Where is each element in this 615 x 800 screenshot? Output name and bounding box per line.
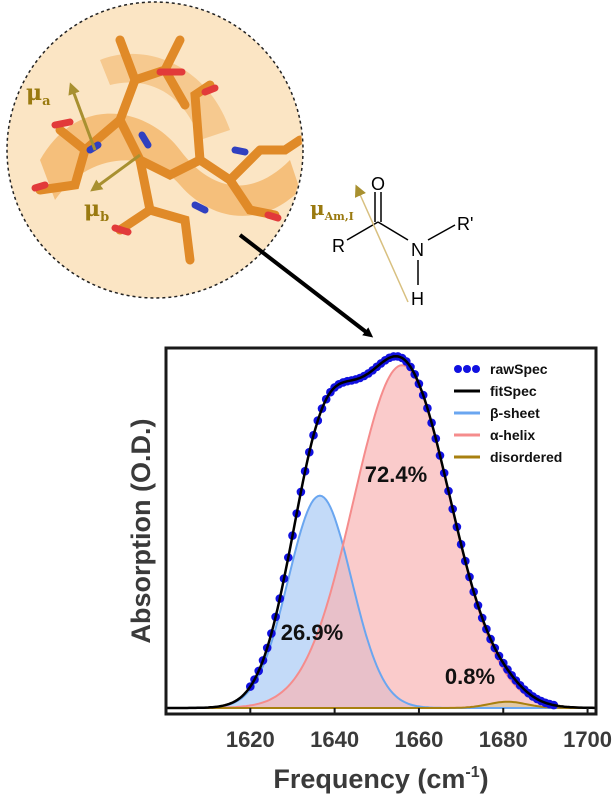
component-fill-0 bbox=[166, 495, 596, 708]
atom-o: O bbox=[371, 174, 385, 194]
component-line-2 bbox=[166, 700, 596, 709]
atom-n: N bbox=[411, 240, 424, 260]
mu-a-label: μa bbox=[26, 80, 51, 109]
amide-molecule-diagram: O R N R' H μAm,I bbox=[310, 174, 473, 309]
legend-label: rawSpec bbox=[490, 361, 548, 377]
protein-structure-illustration: μa μb bbox=[6, 1, 304, 299]
dipole-b-arrow bbox=[90, 153, 141, 192]
component-fill-2 bbox=[166, 701, 596, 708]
legend-swatch-dot bbox=[472, 365, 480, 373]
plot-frame bbox=[164, 346, 598, 716]
x-tick-label: 1620 bbox=[226, 727, 275, 752]
atom-h: H bbox=[411, 289, 424, 309]
legend-label: α-helix bbox=[490, 427, 535, 443]
x-tick-label: 1700 bbox=[563, 727, 612, 752]
zoom-connector-arrow bbox=[238, 233, 374, 338]
heteroatom-sticks bbox=[31, 68, 282, 236]
dipole-amide-arrow bbox=[354, 184, 409, 303]
y-axis-title: Absorption (O.D.) bbox=[126, 419, 156, 644]
bond-n-r bbox=[427, 224, 456, 241]
legend-label: fitSpec bbox=[490, 383, 537, 399]
ir-spectrum-chart: 1620 1640 1660 1680 1700 rawSpec fitSpec β-she… bbox=[126, 346, 612, 794]
x-tick-label: 1660 bbox=[394, 727, 443, 752]
x-tick-label: 1640 bbox=[310, 727, 359, 752]
mu-b-label: μb bbox=[84, 196, 109, 225]
legend-swatch-dot bbox=[454, 365, 462, 373]
bond-c-n bbox=[377, 221, 409, 241]
legend-label: disordered bbox=[490, 449, 562, 465]
atom-rprime: R' bbox=[457, 214, 473, 234]
legend-label: β-sheet bbox=[490, 405, 540, 421]
x-tick-label: 1680 bbox=[479, 727, 528, 752]
legend: rawSpec fitSpec β-sheet α-helix disordered bbox=[454, 361, 562, 465]
x-axis-title: Frequency (cm-1) bbox=[273, 764, 488, 794]
atom-r: R bbox=[332, 236, 345, 256]
component-fill-1 bbox=[166, 365, 596, 708]
percent-label: 26.9% bbox=[281, 620, 343, 645]
percent-label: 0.8% bbox=[445, 664, 495, 689]
backbone-sticks bbox=[35, 35, 302, 265]
legend-swatch-dot bbox=[463, 365, 471, 373]
percent-label: 72.4% bbox=[365, 462, 427, 487]
mu-am-label: μAm,I bbox=[310, 196, 354, 223]
fitspec-line bbox=[166, 354, 596, 710]
dipole-a-arrow bbox=[68, 82, 97, 151]
